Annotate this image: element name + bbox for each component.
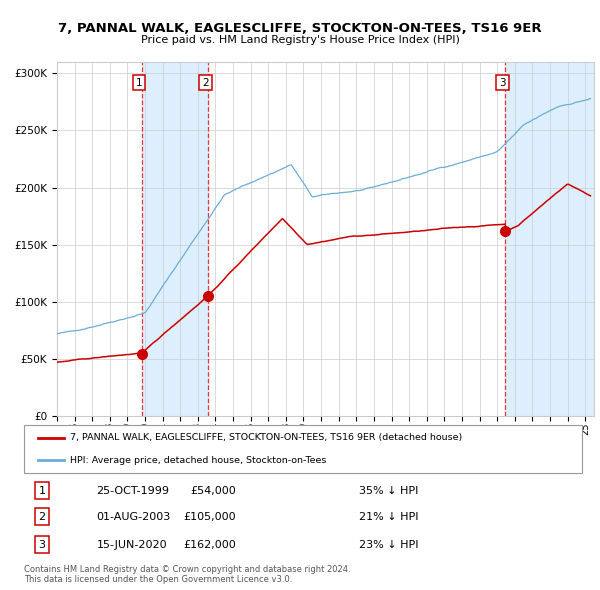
Text: 2: 2: [38, 512, 46, 522]
Text: 25-OCT-1999: 25-OCT-1999: [97, 486, 170, 496]
Text: 2: 2: [202, 77, 209, 87]
Text: £54,000: £54,000: [190, 486, 236, 496]
Text: Price paid vs. HM Land Registry's House Price Index (HPI): Price paid vs. HM Land Registry's House …: [140, 35, 460, 45]
Text: 7, PANNAL WALK, EAGLESCLIFFE, STOCKTON-ON-TEES, TS16 9ER (detached house): 7, PANNAL WALK, EAGLESCLIFFE, STOCKTON-O…: [70, 434, 462, 442]
Text: 23% ↓ HPI: 23% ↓ HPI: [359, 539, 418, 549]
Text: Contains HM Land Registry data © Crown copyright and database right 2024.: Contains HM Land Registry data © Crown c…: [24, 565, 350, 573]
Text: £105,000: £105,000: [184, 512, 236, 522]
Text: 21% ↓ HPI: 21% ↓ HPI: [359, 512, 418, 522]
Text: 1: 1: [38, 486, 46, 496]
Text: 3: 3: [38, 539, 46, 549]
Text: 35% ↓ HPI: 35% ↓ HPI: [359, 486, 418, 496]
Text: 3: 3: [499, 77, 506, 87]
FancyBboxPatch shape: [24, 425, 582, 473]
Text: 1: 1: [136, 77, 143, 87]
Text: 15-JUN-2020: 15-JUN-2020: [97, 539, 167, 549]
Text: This data is licensed under the Open Government Licence v3.0.: This data is licensed under the Open Gov…: [24, 575, 292, 584]
Text: £162,000: £162,000: [183, 539, 236, 549]
Text: 7, PANNAL WALK, EAGLESCLIFFE, STOCKTON-ON-TEES, TS16 9ER: 7, PANNAL WALK, EAGLESCLIFFE, STOCKTON-O…: [58, 22, 542, 35]
Bar: [142, 62, 208, 416]
Bar: [505, 62, 594, 416]
Text: 01-AUG-2003: 01-AUG-2003: [97, 512, 171, 522]
Text: HPI: Average price, detached house, Stockton-on-Tees: HPI: Average price, detached house, Stoc…: [70, 455, 326, 464]
